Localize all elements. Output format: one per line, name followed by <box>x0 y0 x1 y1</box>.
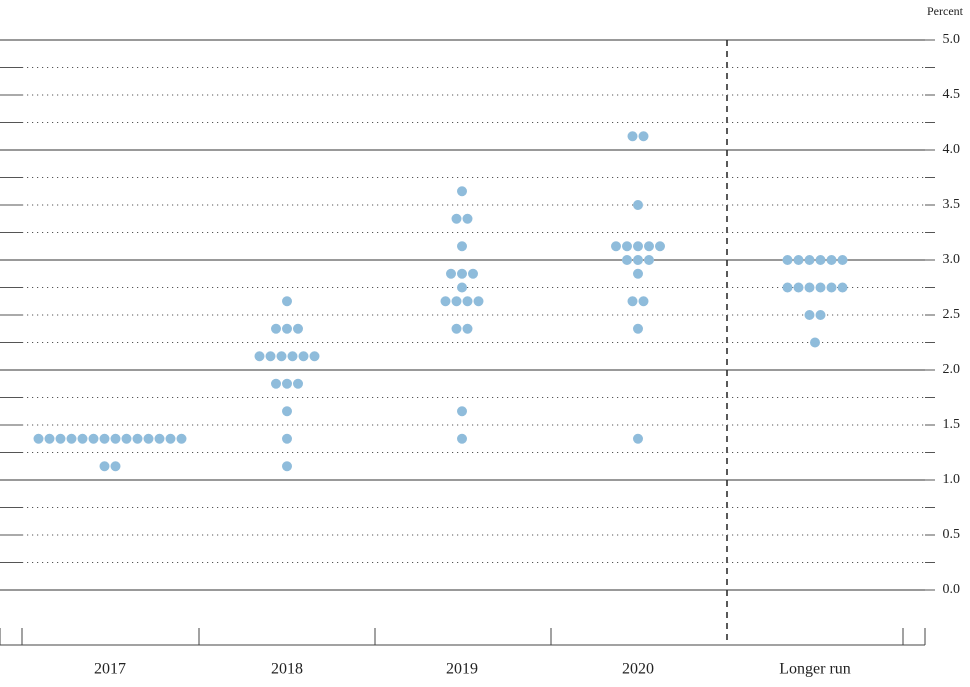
dot <box>254 351 265 362</box>
dot <box>627 296 638 307</box>
dot <box>110 433 121 444</box>
dot <box>655 241 665 252</box>
dot <box>782 282 793 293</box>
y-tick-label: 0.0 <box>943 582 961 597</box>
dot <box>271 323 281 334</box>
y-tick-label: 2.5 <box>943 307 961 322</box>
dot <box>282 433 292 444</box>
dot <box>633 433 643 444</box>
y-tick-label: 3.0 <box>943 252 961 267</box>
dot <box>154 433 165 444</box>
dot <box>265 351 276 362</box>
y-tick-label: 3.5 <box>943 197 961 212</box>
y-tick-label: 2.0 <box>943 362 961 377</box>
y-tick-label: 4.0 <box>943 142 961 157</box>
y-tick-label: 4.5 <box>943 87 961 102</box>
dot <box>804 282 815 293</box>
dot <box>176 433 187 444</box>
dot <box>440 296 451 307</box>
dot <box>282 378 292 389</box>
dot <box>457 268 467 279</box>
dot <box>633 200 643 210</box>
dot <box>633 268 643 279</box>
dot <box>33 433 44 444</box>
dot <box>282 461 292 472</box>
dot <box>633 241 643 252</box>
dot <box>110 461 121 472</box>
dot <box>446 268 456 279</box>
dot <box>298 351 309 362</box>
y-tick-label: 1.5 <box>943 417 961 432</box>
dot <box>804 310 815 320</box>
dot <box>99 433 110 444</box>
dot <box>644 255 654 265</box>
dot <box>271 378 281 389</box>
dot <box>473 296 484 307</box>
dot <box>77 433 88 444</box>
y-unit-label: Percent <box>927 4 964 18</box>
x-tick-label: 2017 <box>94 661 126 678</box>
dot <box>143 433 154 444</box>
dot <box>638 296 649 307</box>
dot <box>638 131 649 142</box>
dot <box>132 433 143 444</box>
dot <box>451 213 462 224</box>
dot <box>55 433 66 444</box>
dot <box>793 255 804 265</box>
dot <box>457 282 467 293</box>
dot <box>165 433 176 444</box>
dot <box>782 255 793 265</box>
dot <box>826 255 837 265</box>
dot <box>815 255 826 265</box>
dot <box>627 131 638 142</box>
dot <box>282 406 292 417</box>
x-tick-label: 2020 <box>622 661 654 678</box>
dot <box>462 296 473 307</box>
dot <box>815 310 826 320</box>
dot <box>633 323 643 334</box>
dot <box>611 241 621 252</box>
x-tick-label: 2019 <box>446 661 478 678</box>
dot <box>88 433 99 444</box>
y-tick-label: 1.0 <box>943 472 961 487</box>
dot <box>451 296 462 307</box>
dot <box>282 323 292 334</box>
dot <box>793 282 804 293</box>
x-tick-label: Longer run <box>779 661 851 678</box>
dot <box>804 255 815 265</box>
dot <box>66 433 77 444</box>
dot <box>457 186 467 197</box>
dot <box>282 296 292 307</box>
y-tick-label: 0.5 <box>943 527 961 542</box>
dot <box>810 337 820 348</box>
dot <box>633 255 643 265</box>
dot <box>837 255 848 265</box>
dot <box>462 323 473 334</box>
dot <box>815 282 826 293</box>
dot <box>644 241 654 252</box>
dot <box>309 351 320 362</box>
dot <box>293 323 303 334</box>
y-tick-label: 5.0 <box>943 32 961 47</box>
dot <box>451 323 462 334</box>
dot <box>457 406 467 417</box>
dot <box>44 433 55 444</box>
dot <box>121 433 132 444</box>
dot <box>468 268 478 279</box>
dot <box>622 241 632 252</box>
dot <box>457 241 467 252</box>
dot <box>826 282 837 293</box>
dot <box>293 378 303 389</box>
dot <box>622 255 632 265</box>
dot <box>99 461 110 472</box>
dot <box>276 351 287 362</box>
dot <box>462 213 473 224</box>
dot <box>457 433 467 444</box>
x-tick-label: 2018 <box>271 661 303 678</box>
dot <box>837 282 848 293</box>
dot <box>287 351 298 362</box>
